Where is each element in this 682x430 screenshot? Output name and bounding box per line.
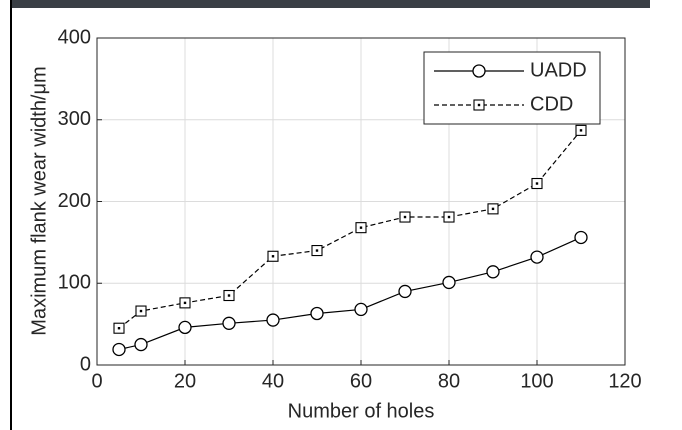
data-point-dot xyxy=(579,129,583,132)
photo-strip xyxy=(10,0,650,8)
data-point-dot xyxy=(139,309,143,313)
data-point xyxy=(266,313,280,327)
data-point-dot xyxy=(447,215,451,219)
data-point xyxy=(134,337,148,352)
y-tick-label: 400 xyxy=(58,26,91,48)
plot-frame xyxy=(96,37,626,366)
x-tick-label: 60 xyxy=(350,370,372,392)
data-point-dot xyxy=(359,226,363,229)
y-tick-label: 200 xyxy=(58,190,91,212)
data-point-dot xyxy=(403,215,407,219)
series-line xyxy=(118,129,582,329)
data-point xyxy=(398,284,412,299)
series-line xyxy=(118,236,582,351)
y-tick-label: 0 xyxy=(80,353,91,375)
data-point-dot xyxy=(535,182,539,185)
x-tick-label: 120 xyxy=(608,370,641,392)
data-point-dot xyxy=(227,294,231,297)
data-point xyxy=(222,316,236,330)
legend-label: UADD xyxy=(530,59,587,81)
data-point-dot xyxy=(491,207,495,211)
y-axis-label: Maximum flank wear width/μm xyxy=(28,66,50,335)
legend-marker-dot xyxy=(477,103,481,107)
legend-label: CDD xyxy=(530,93,573,115)
y-tick-label: 300 xyxy=(58,108,91,130)
data-point xyxy=(112,342,126,357)
data-point xyxy=(442,275,456,290)
x-tick-label: 0 xyxy=(91,370,102,392)
data-point-dot xyxy=(117,327,121,330)
data-point xyxy=(310,306,324,321)
x-tick-label: 80 xyxy=(438,370,460,392)
legend-box xyxy=(423,51,601,125)
x-tick-label: 100 xyxy=(520,370,553,392)
legend-marker xyxy=(472,64,486,78)
data-point-dot xyxy=(315,249,319,252)
data-point-dot xyxy=(271,255,275,258)
data-point xyxy=(178,320,192,335)
x-axis-label: Number of holes xyxy=(288,400,435,422)
data-point xyxy=(354,302,368,317)
x-tick-label: 20 xyxy=(174,370,196,392)
data-point xyxy=(486,265,500,279)
data-point-dot xyxy=(183,301,187,305)
y-tick-label: 100 xyxy=(58,272,91,294)
x-tick-label: 40 xyxy=(262,370,284,392)
data-point xyxy=(530,250,544,264)
data-point xyxy=(574,230,588,245)
